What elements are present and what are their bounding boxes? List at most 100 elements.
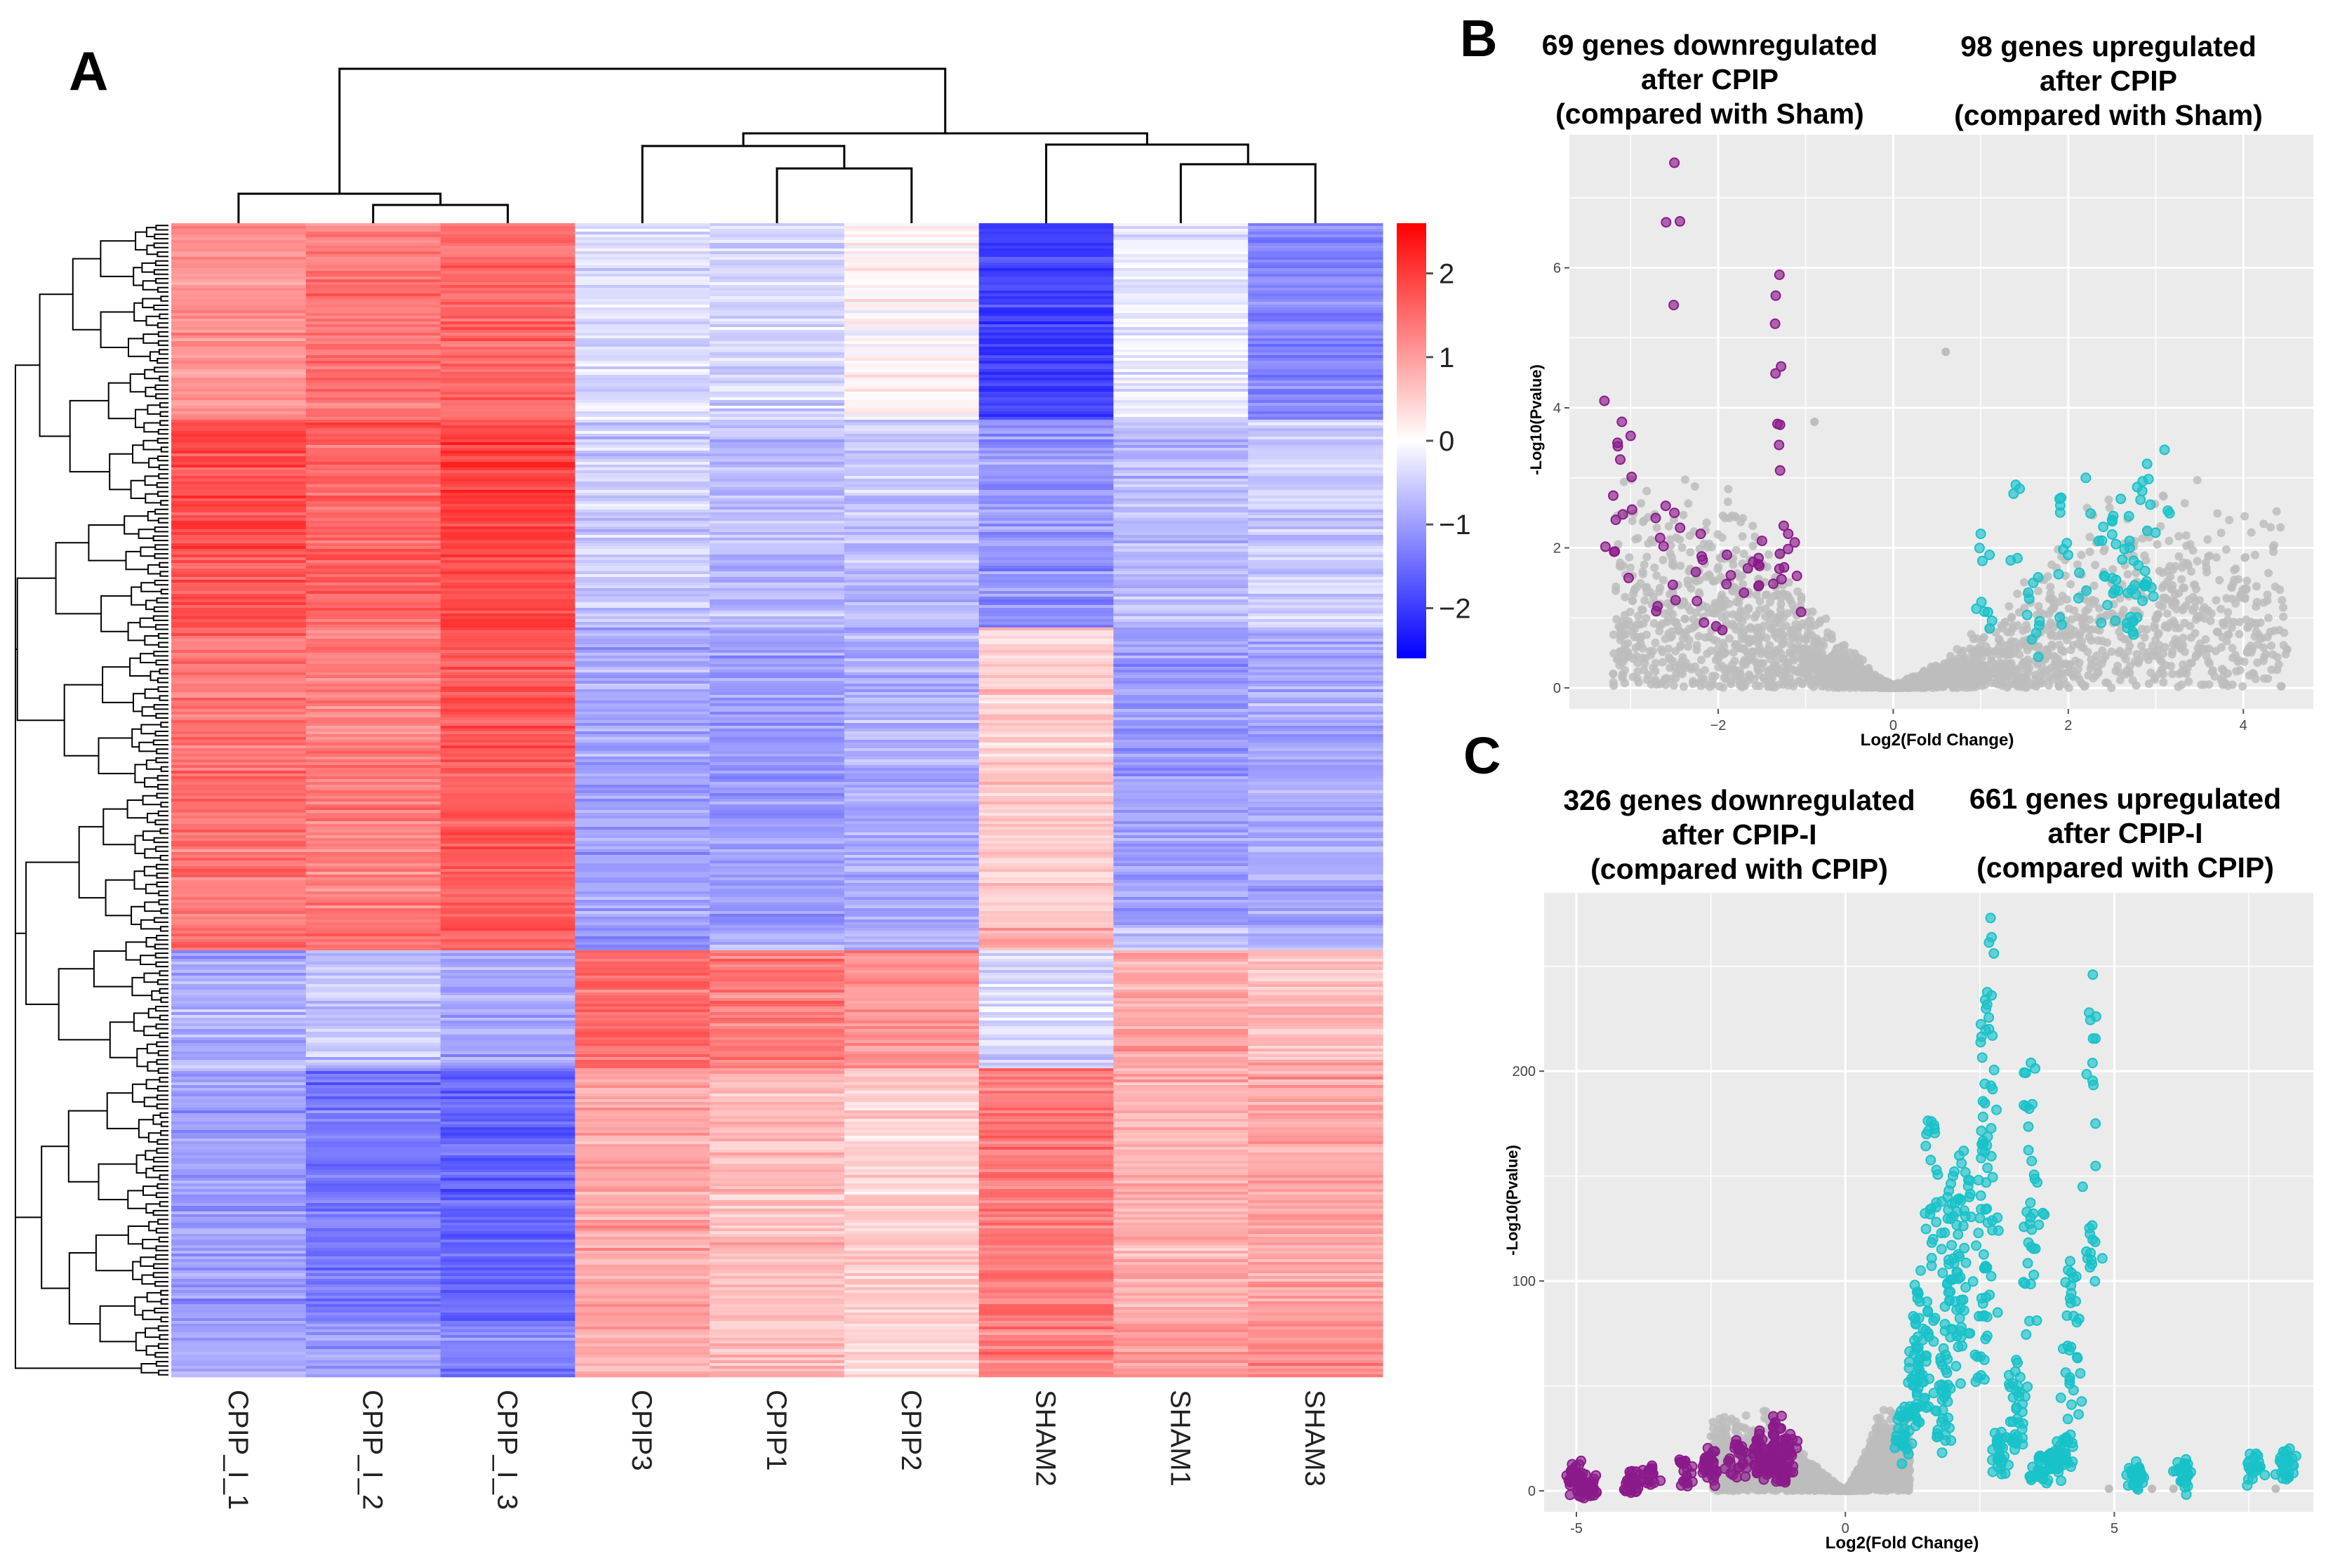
heatmap-cell (1248, 734, 1383, 738)
heatmap-cell (305, 656, 441, 659)
heatmap-cell (978, 675, 1115, 679)
heatmap-cell (440, 1049, 576, 1052)
heatmap-cell (710, 970, 845, 974)
heatmap-cell (440, 361, 576, 364)
heatmap-cell (844, 990, 980, 993)
heatmap-cell (710, 1321, 845, 1324)
heatmap-cell (978, 554, 1115, 558)
heatmap-cell (171, 1268, 307, 1271)
dendrogram-branch (154, 233, 168, 240)
heatmap-cell (1113, 439, 1249, 443)
heatmap-cell (305, 782, 441, 785)
heatmap-cell (1248, 1147, 1383, 1150)
heatmap-cell (575, 897, 710, 901)
heatmap-cell (305, 498, 441, 502)
heatmap-cell (305, 434, 441, 437)
ns-point (2168, 670, 2177, 679)
heatmap-cell (1113, 501, 1249, 505)
heatmap-cell (978, 448, 1115, 451)
heatmap-cell (710, 1161, 845, 1164)
heatmap-cell (1248, 246, 1383, 249)
heatmap-cell (710, 437, 845, 440)
heatmap-cell (171, 577, 307, 580)
heatmap-cell (575, 866, 710, 870)
heatmap-cell (575, 976, 710, 979)
heatmap-cell (710, 296, 845, 300)
heatmap-cell (575, 990, 710, 993)
heatmap-cell (440, 524, 576, 527)
heatmap-cell (171, 487, 307, 491)
heatmap-cell (978, 1023, 1115, 1027)
heatmap-cell (978, 813, 1115, 816)
heatmap-cell (305, 1355, 441, 1358)
heatmap-cell (710, 729, 845, 732)
heatmap-cell (1248, 905, 1383, 909)
heatmap-cell (575, 737, 710, 740)
heatmap-cell (844, 922, 980, 926)
heatmap-cell (1113, 1046, 1249, 1049)
heatmap-cell (1248, 364, 1383, 367)
heatmap-cell (978, 1119, 1115, 1122)
heatmap-cell (1113, 532, 1249, 536)
heatmap-cell (440, 310, 576, 314)
heatmap-cell (978, 743, 1115, 746)
heatmap-cell (305, 232, 441, 235)
dendrogram-branch (160, 1289, 168, 1296)
heatmap-cell (1248, 1262, 1383, 1265)
heatmap-cell (844, 467, 980, 471)
dendrogram-branch (154, 553, 168, 559)
heatmap-cell (710, 383, 845, 387)
heatmap-cell (710, 425, 845, 429)
heatmap-cell (171, 956, 307, 959)
ns-point (1659, 576, 1668, 585)
heatmap-cell (575, 1265, 710, 1268)
heatmap-cell (171, 1077, 307, 1080)
heatmap-cell (575, 563, 710, 566)
heatmap-cell (575, 549, 710, 552)
heatmap-cell (1248, 630, 1383, 634)
heatmap-cell (305, 437, 441, 440)
dendrogram-branch (102, 808, 135, 846)
heatmap-cell (171, 894, 307, 898)
heatmap-cell (710, 350, 845, 353)
heatmap-cell (1248, 953, 1383, 957)
heatmap-cell (171, 518, 307, 521)
heatmap-cell (171, 397, 307, 401)
heatmap-cell (844, 512, 980, 516)
heatmap-cell (978, 942, 1115, 945)
heatmap-cell (710, 1094, 845, 1097)
heatmap-cell (171, 793, 307, 797)
heatmap-cell (305, 577, 441, 580)
heatmap-cell (710, 448, 845, 451)
heatmap-cell (978, 726, 1115, 729)
heatmap-cell (1248, 717, 1383, 721)
dendrogram-branch (155, 1360, 168, 1367)
heatmap-cell (844, 765, 980, 769)
heatmap-cell (1248, 1335, 1383, 1338)
heatmap-cell (844, 953, 980, 957)
heatmap-cell (844, 321, 980, 325)
dendrogram-branch (157, 429, 168, 435)
heatmap-cell (305, 602, 441, 606)
heatmap-cell (1248, 658, 1383, 662)
ns-point (2155, 566, 2164, 576)
heatmap-cell (440, 1035, 576, 1038)
heatmap-cell (575, 1211, 710, 1215)
heatmap-cell (1113, 832, 1249, 836)
heatmap-cell (440, 919, 576, 923)
heatmap-cell (1113, 1369, 1249, 1372)
heatmap-cell (978, 465, 1115, 468)
heatmap-cell (440, 1290, 576, 1294)
heatmap-cell (575, 1023, 710, 1027)
heatmap-cell (1113, 364, 1249, 367)
heatmap-cell (171, 973, 307, 976)
heatmap-cell (575, 627, 710, 631)
heatmap-cell (575, 344, 710, 347)
heatmap-cell (844, 1307, 980, 1310)
heatmap-cell (1248, 583, 1383, 586)
heatmap-cell (1113, 1037, 1249, 1041)
heatmap-cell (844, 976, 980, 979)
heatmap-cell (575, 841, 710, 844)
heatmap-cell (575, 428, 710, 432)
heatmap-cell (710, 1211, 845, 1215)
